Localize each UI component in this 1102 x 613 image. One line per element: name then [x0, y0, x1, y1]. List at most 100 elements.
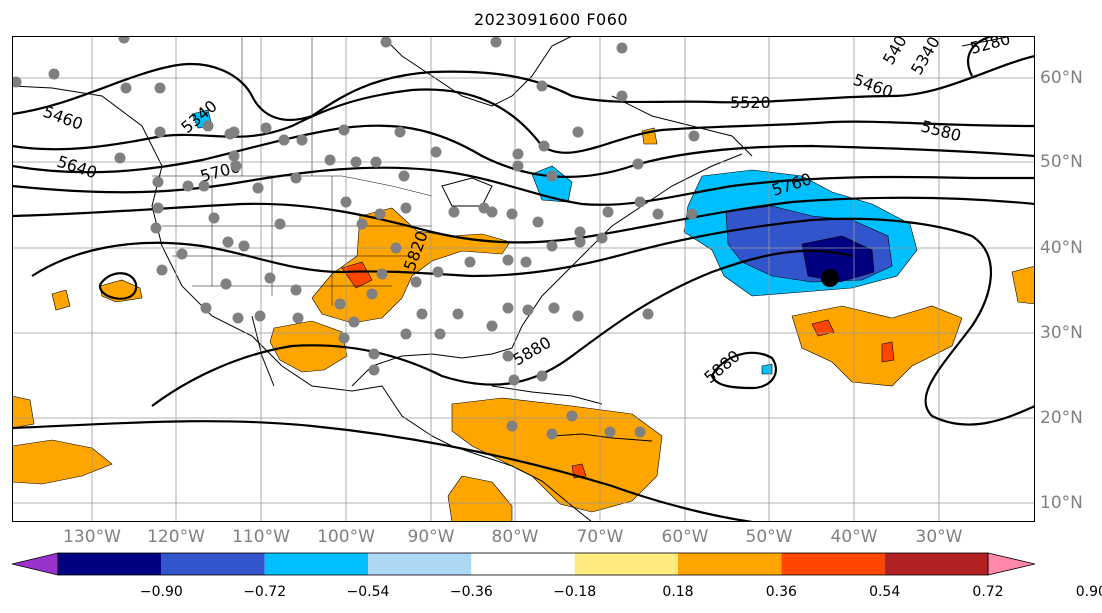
- lon-label: 120°W: [147, 527, 205, 547]
- colorbar-extend-right: [987, 552, 1035, 576]
- colorbar-tick-label: 0.90: [1075, 584, 1102, 600]
- station-dot: [430, 146, 442, 158]
- station-dot: [596, 232, 608, 244]
- station-dot: [152, 202, 164, 214]
- graticule: [12, 36, 1035, 522]
- station-dot: [688, 130, 700, 142]
- colorbar-bin: [574, 553, 678, 575]
- station-dot: [376, 268, 388, 280]
- station-dot: [224, 128, 236, 140]
- station-dot: [278, 134, 290, 146]
- station-dot: [222, 236, 234, 248]
- station-dot: [182, 180, 194, 192]
- lat-label: 40°N: [1040, 238, 1083, 258]
- station-dot: [536, 80, 548, 92]
- station-dot: [334, 298, 346, 310]
- station-dot: [502, 254, 514, 266]
- station-dot: [400, 328, 412, 340]
- station-dot: [548, 302, 560, 314]
- station-dot: [374, 208, 386, 220]
- station-dot: [118, 36, 130, 44]
- colorbar-tick-label: −0.90: [139, 584, 183, 600]
- station-dot: [290, 284, 302, 296]
- station-dot: [490, 36, 502, 48]
- storm-center-marker: [821, 269, 839, 287]
- lon-label: 130°W: [63, 527, 121, 547]
- station-dot: [434, 328, 446, 340]
- station-dot: [452, 308, 464, 320]
- station-dot: [532, 216, 544, 228]
- station-dot: [574, 236, 586, 248]
- station-dot: [486, 206, 498, 218]
- station-dot: [176, 248, 188, 260]
- station-dot: [652, 208, 664, 220]
- station-dot: [546, 170, 558, 182]
- station-dot: [506, 208, 518, 220]
- station-dot: [120, 82, 132, 94]
- station-dot: [410, 276, 422, 288]
- lat-label: 10°N: [1040, 493, 1083, 513]
- map-frame: [12, 36, 1035, 522]
- station-dot: [604, 426, 616, 438]
- station-dot: [200, 302, 212, 314]
- colorbar-bin: [471, 553, 575, 575]
- station-dot: [546, 428, 558, 440]
- station-dot: [238, 240, 250, 252]
- station-dot: [48, 68, 60, 80]
- station-dot: [290, 172, 302, 184]
- station-dot: [274, 218, 286, 230]
- station-dot: [602, 206, 614, 218]
- station-dot: [338, 332, 350, 344]
- station-dot: [616, 90, 628, 102]
- station-dot: [686, 208, 698, 220]
- station-dot: [232, 312, 244, 324]
- lat-label: 20°N: [1040, 408, 1083, 428]
- station-dot: [536, 370, 548, 382]
- lon-label: 100°W: [317, 527, 375, 547]
- station-dot: [220, 278, 232, 290]
- station-dot: [368, 348, 380, 360]
- lat-label: 50°N: [1040, 152, 1083, 172]
- station-dot: [506, 420, 518, 432]
- lat-label: 30°N: [1040, 323, 1083, 343]
- station-dot: [432, 266, 444, 278]
- station-dot: [572, 126, 584, 138]
- station-dot: [394, 126, 406, 138]
- station-dot: [292, 312, 304, 324]
- station-dot: [114, 152, 126, 164]
- station-dot: [202, 120, 214, 132]
- lon-label: 60°W: [661, 527, 709, 547]
- lon-label: 90°W: [407, 527, 455, 547]
- colorbar-bin: [678, 553, 782, 575]
- station-dot: [154, 126, 166, 138]
- station-dot: [368, 364, 380, 376]
- colorbar-bin: [58, 553, 162, 575]
- lon-label: 30°W: [915, 527, 963, 547]
- station-dot: [208, 212, 220, 224]
- lon-label: 50°W: [745, 527, 793, 547]
- station-dot: [324, 154, 336, 166]
- station-dot: [632, 158, 644, 170]
- lon-label: 40°W: [830, 527, 878, 547]
- station-dot: [198, 180, 210, 192]
- station-dot: [642, 308, 654, 320]
- station-dot: [264, 272, 276, 284]
- colorbar-tick-label: −0.54: [346, 584, 390, 600]
- station-dot: [448, 206, 460, 218]
- station-dot: [340, 196, 352, 208]
- colorbar-tick-label: 0.54: [869, 584, 901, 600]
- station-dot: [12, 76, 22, 88]
- lon-label: 110°W: [232, 527, 290, 547]
- station-dot: [390, 242, 402, 254]
- station-dot: [508, 374, 520, 386]
- station-dot: [356, 218, 368, 230]
- station-dot: [400, 202, 412, 214]
- station-dot: [572, 310, 584, 322]
- station-dot: [566, 410, 578, 422]
- station-dot: [486, 320, 498, 332]
- station-dot: [538, 140, 550, 152]
- station-dot: [154, 82, 166, 94]
- station-dot: [416, 308, 428, 320]
- station-dot: [464, 256, 476, 268]
- station-dot: [350, 156, 362, 168]
